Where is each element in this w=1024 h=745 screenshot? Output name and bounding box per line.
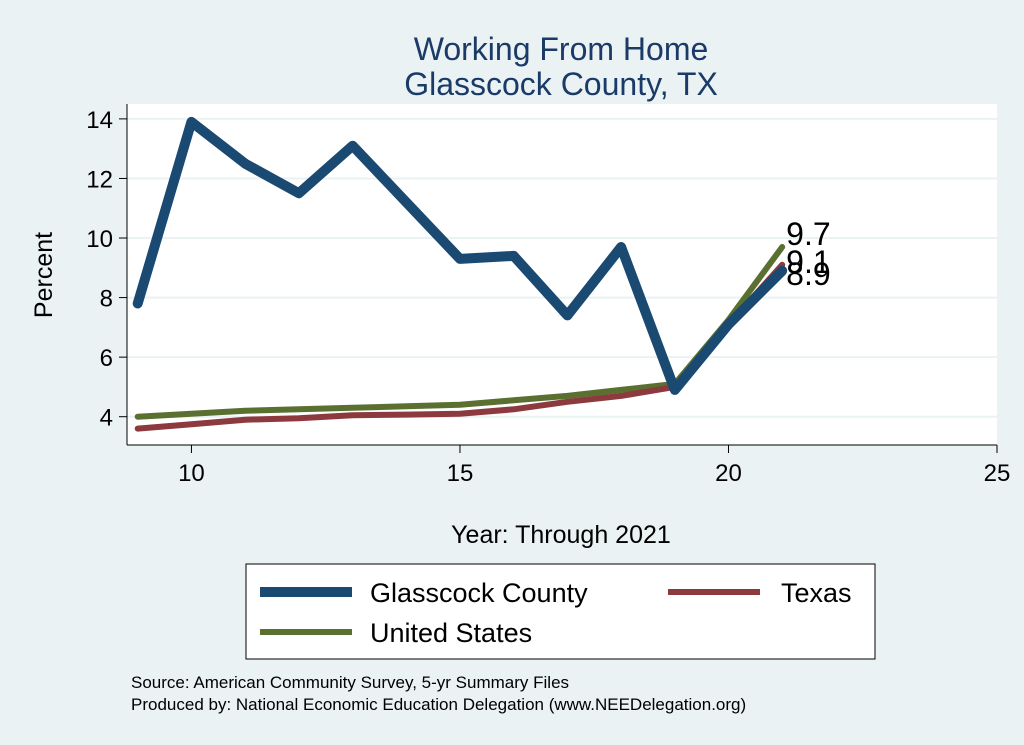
x-tick-label: 15 (447, 460, 474, 487)
y-axis-title: Percent (30, 232, 58, 318)
y-tick-label: 6 (100, 345, 113, 372)
end-value-labels: 9.79.18.9 (786, 216, 830, 292)
axes: 4 6 8 10 12 14 10 15 20 25 (86, 104, 1010, 487)
y-tick-label: 14 (86, 107, 113, 134)
y-tick-label: 12 (86, 166, 113, 193)
chart-title-line-2: Glasscock County, TX (404, 66, 718, 102)
x-tick-label: 20 (715, 460, 742, 487)
x-axis-title: Year: Through 2021 (451, 521, 671, 549)
legend-label-united-states: United States (370, 618, 532, 648)
series-line-glasscock-county (132, 116, 788, 395)
end-value-label: 8.9 (786, 256, 830, 292)
source-note: Source: American Community Survey, 5-yr … (131, 673, 569, 692)
chart-title-line-1: Working From Home (414, 31, 709, 67)
x-tick-label: 25 (984, 460, 1011, 487)
legend-box (245, 563, 876, 660)
plot-area (127, 104, 997, 445)
end-value-label: 9.1 (786, 244, 830, 280)
producer-note: Produced by: National Economic Education… (131, 695, 746, 714)
series-lines (132, 116, 788, 432)
legend-label-texas: Texas (781, 578, 852, 608)
y-tick-label: 8 (100, 286, 113, 313)
x-tick-label: 10 (178, 460, 205, 487)
y-tick-label: 10 (86, 226, 113, 253)
end-value-label: 9.7 (786, 216, 830, 252)
y-tick-label: 4 (100, 405, 113, 432)
legend: Glasscock County Texas United States (245, 563, 876, 660)
legend-label-glasscock: Glasscock County (370, 578, 588, 608)
